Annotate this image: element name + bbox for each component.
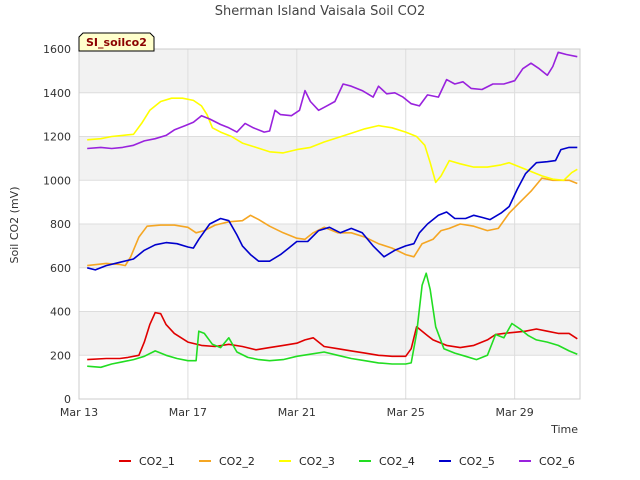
series-layer: [86, 51, 578, 369]
legend: CO2_1 CO2_2 CO2_3 CO2_4 CO2_5 CO2_6: [119, 455, 575, 468]
x-tick-label: Mar 17: [169, 406, 207, 419]
plot-bands: [79, 49, 580, 356]
series-line-co2_4: [87, 272, 578, 369]
plot-frame: [78, 48, 581, 400]
y-axis-ticks: 0 200 400 600 800 1000 1200 1400 1600: [43, 43, 71, 406]
y-tick-label: 1400: [43, 87, 71, 100]
y-tick-label: 200: [50, 349, 71, 362]
legend-label-co2_3: CO2_3: [299, 455, 335, 468]
series-line-co2_5: [86, 146, 578, 271]
legend-label-co2_4: CO2_4: [379, 455, 415, 468]
site-badge-box: [78, 32, 155, 52]
x-tick-label: Mar 13: [60, 406, 98, 419]
legend-label-co2_5: CO2_5: [459, 455, 495, 468]
y-tick-label: 1200: [43, 131, 71, 144]
chart-title: Sherman Island Vaisala Soil CO2: [215, 4, 425, 19]
plot-band: [79, 49, 580, 93]
series-line-co2_1: [87, 311, 578, 361]
y-tick-label: 400: [50, 306, 71, 319]
x-tick-label: Mar 21: [278, 406, 316, 419]
x-axis-ticks: Mar 13 Mar 17 Mar 21 Mar 25 Mar 29: [60, 406, 534, 419]
plot-band: [79, 224, 580, 268]
x-tick-label: Mar 25: [387, 406, 425, 419]
y-tick-label: 1000: [43, 174, 71, 187]
y-tick-label: 600: [50, 262, 71, 275]
series-line-co2_2: [87, 177, 578, 267]
legend-label-co2_1: CO2_1: [139, 455, 175, 468]
site-badge: SI_soilco2: [78, 32, 155, 52]
series-line-co2_3: [87, 97, 578, 184]
x-tick-label: Mar 29: [496, 406, 534, 419]
y-tick-label: 1600: [43, 43, 71, 56]
plot-band: [79, 136, 580, 181]
y-tick-label: 0: [64, 393, 71, 406]
legend-label-co2_6: CO2_6: [539, 455, 575, 468]
site-badge-label: SI_soilco2: [86, 36, 147, 49]
y-tick-label: 800: [50, 218, 71, 231]
series-line-co2_6: [87, 51, 578, 150]
x-axis-title: Time: [550, 423, 578, 436]
legend-label-co2_2: CO2_2: [219, 455, 255, 468]
y-axis-title: Soil CO2 (mV): [8, 187, 21, 264]
